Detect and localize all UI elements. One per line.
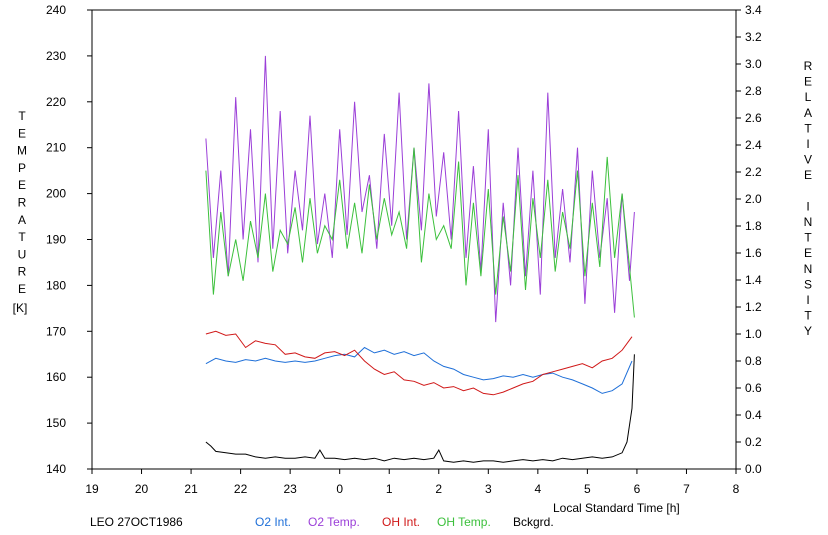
y-right-label-letter: R bbox=[804, 59, 813, 73]
series-line-1 bbox=[205, 55, 635, 323]
y-left-label-letter: M bbox=[17, 144, 27, 158]
x-tick-label: 21 bbox=[184, 482, 198, 496]
y-right-label-letter: T bbox=[804, 309, 812, 323]
y-right-label-letter: E bbox=[804, 75, 812, 89]
x-tick-label: 7 bbox=[683, 482, 690, 496]
y-right-label-letter: Y bbox=[804, 324, 812, 338]
chart-caption: LEO 27OCT1986 bbox=[90, 515, 183, 529]
series-line-0 bbox=[205, 346, 633, 394]
x-tick-label: 20 bbox=[135, 482, 149, 496]
y-right-label-letter: E bbox=[804, 168, 812, 182]
y-right-tick-label: 2.4 bbox=[745, 138, 762, 152]
x-tick-label: 0 bbox=[336, 482, 343, 496]
y-left-tick-label: 150 bbox=[46, 416, 66, 430]
y-left-label-unit: [K] bbox=[13, 301, 28, 315]
y-left-tick-label: 160 bbox=[46, 370, 66, 384]
y-right-tick-label: 2.2 bbox=[745, 165, 762, 179]
y-right-tick-label: 3.2 bbox=[745, 30, 762, 44]
y-right-tick-label: 1.0 bbox=[745, 327, 762, 341]
y-right-tick-label: 0.4 bbox=[745, 408, 762, 422]
y-left-label-letter: A bbox=[18, 213, 26, 227]
y-left-tick-label: 180 bbox=[46, 278, 66, 292]
y-right-label-letter: I bbox=[806, 137, 809, 151]
y-left-label-letter: E bbox=[18, 178, 26, 192]
y-right-tick-label: 3.0 bbox=[745, 57, 762, 71]
y-right-label-letter: E bbox=[804, 246, 812, 260]
y-right-label-letter: S bbox=[804, 277, 812, 291]
y-right-label-letter: N bbox=[804, 215, 813, 229]
y-left-tick-label: 210 bbox=[46, 141, 66, 155]
series-line-3 bbox=[205, 147, 635, 318]
y-left-tick-label: 190 bbox=[46, 233, 66, 247]
x-tick-label: 23 bbox=[283, 482, 297, 496]
y-right-label-letter: I bbox=[806, 293, 809, 307]
y-right-tick-label: 0.2 bbox=[745, 435, 762, 449]
series-line-2 bbox=[205, 330, 633, 396]
y-right-tick-label: 1.6 bbox=[745, 246, 762, 260]
y-right-tick-label: 2.8 bbox=[745, 84, 762, 98]
y-right-tick-label: 2.6 bbox=[745, 111, 762, 125]
y-left-tick-label: 200 bbox=[46, 187, 66, 201]
y-right-label-letter: A bbox=[804, 106, 812, 120]
y-right-label-letter: T bbox=[804, 231, 812, 245]
y-left-label-letter: E bbox=[18, 282, 26, 296]
y-left-label-letter: R bbox=[18, 265, 27, 279]
x-tick-label: 8 bbox=[733, 482, 740, 496]
y-right-tick-label: 0.0 bbox=[745, 462, 762, 476]
legend-entry-0: O2 Int. bbox=[255, 515, 291, 529]
y-left-tick-label: 140 bbox=[46, 462, 66, 476]
x-tick-label: 5 bbox=[584, 482, 591, 496]
y-left-label-letter: T bbox=[18, 230, 26, 244]
y-left-tick-label: 220 bbox=[46, 95, 66, 109]
y-right-label-letter: N bbox=[804, 262, 813, 276]
y-right-tick-label: 0.8 bbox=[745, 354, 762, 368]
legend-entry-3: OH Temp. bbox=[437, 515, 491, 529]
y-right-label-letter: L bbox=[805, 90, 812, 104]
y-right-tick-label: 1.4 bbox=[745, 273, 762, 287]
y-right-tick-label: 2.0 bbox=[745, 192, 762, 206]
x-tick-label: 19 bbox=[85, 482, 99, 496]
y-right-tick-label: 3.4 bbox=[745, 3, 762, 17]
y-right-tick-label: 1.2 bbox=[745, 300, 762, 314]
y-right-tick-label: 1.8 bbox=[745, 219, 762, 233]
y-right-label-letter: V bbox=[804, 153, 812, 167]
legend-entry-4: Bckgrd. bbox=[513, 515, 554, 529]
y-right-tick-label: 0.6 bbox=[745, 381, 762, 395]
x-tick-label: 4 bbox=[535, 482, 542, 496]
legend-entry-2: OH Int. bbox=[382, 515, 420, 529]
y-left-label-letter: T bbox=[18, 109, 26, 123]
y-left-tick-label: 230 bbox=[46, 49, 66, 63]
y-left-label-letter: R bbox=[18, 196, 27, 210]
y-right-label-letter: I bbox=[806, 199, 809, 213]
y-left-tick-label: 170 bbox=[46, 324, 66, 338]
x-tick-label: 2 bbox=[435, 482, 442, 496]
y-right-label-letter: T bbox=[804, 121, 812, 135]
x-tick-label: 1 bbox=[386, 482, 393, 496]
y-left-tick-label: 240 bbox=[46, 3, 66, 17]
x-axis-label: Local Standard Time [h] bbox=[553, 501, 680, 515]
series-line-4 bbox=[205, 354, 635, 463]
x-tick-label: 22 bbox=[234, 482, 248, 496]
y-left-label-letter: E bbox=[18, 126, 26, 140]
x-tick-label: 6 bbox=[634, 482, 641, 496]
legend-entry-1: O2 Temp. bbox=[308, 515, 360, 529]
y-left-label-letter: P bbox=[18, 161, 26, 175]
x-tick-label: 3 bbox=[485, 482, 492, 496]
y-left-label-letter: U bbox=[18, 247, 27, 261]
